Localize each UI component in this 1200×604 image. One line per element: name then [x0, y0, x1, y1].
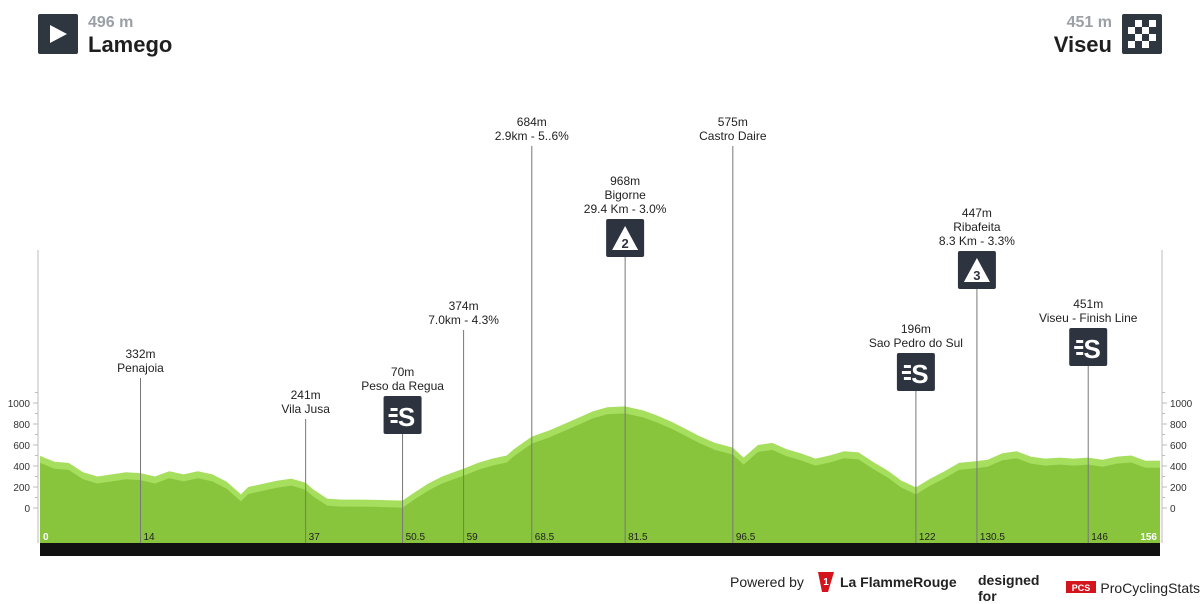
- km-tick-label: 59: [467, 532, 479, 543]
- km-tick-label: 81.5: [628, 532, 648, 543]
- y-tick-label-left: 200: [13, 483, 30, 494]
- finish-altitude: 451 m: [1066, 14, 1112, 31]
- marker-label: 70m: [391, 365, 414, 379]
- y-tick-label-left: 800: [13, 420, 30, 431]
- start-city: Lamego: [88, 32, 173, 57]
- flamme-rouge-logo-icon: 1: [817, 572, 834, 592]
- marker-label: 29.4 Km - 3.0%: [584, 202, 667, 216]
- y-tick-label-left: 400: [13, 462, 30, 473]
- kom-category-label: 2: [622, 236, 629, 251]
- start-altitude: 496 m: [88, 14, 134, 31]
- finish-header: 451 m Viseu: [1054, 14, 1162, 58]
- km-tick-label: 14: [144, 532, 156, 543]
- marker-label: 374m: [449, 299, 479, 313]
- marker-label: 196m: [901, 322, 931, 336]
- y-tick-label-right: 1000: [1170, 399, 1193, 410]
- svg-text:S: S: [911, 359, 928, 389]
- marker-label: 332m: [125, 347, 155, 361]
- svg-text:S: S: [398, 402, 415, 432]
- start-flag-icon: [38, 14, 78, 54]
- y-tick-label-right: 0: [1170, 504, 1176, 515]
- distance-bar: [40, 543, 1160, 556]
- svg-text:1: 1: [823, 577, 829, 588]
- marker-label: 7.0km - 4.3%: [428, 313, 499, 327]
- km-tick-label: 68.5: [535, 532, 555, 543]
- sprint-icon: S: [896, 353, 935, 391]
- sprint-icon: S: [383, 396, 422, 434]
- marker-label: 241m: [291, 388, 321, 402]
- kom-cat3-icon: 3: [957, 251, 996, 289]
- marker-label: 575m: [718, 115, 748, 129]
- marker-label: 447m: [962, 206, 992, 220]
- marker-label: Sao Pedro do Sul: [869, 336, 963, 350]
- svg-text:S: S: [1084, 334, 1101, 364]
- marker-label: 2.9km - 5..6%: [495, 129, 569, 143]
- powered-by: Powered by 1 La FlammeRouge: [730, 572, 957, 592]
- profile-area: [40, 413, 1160, 543]
- marker-label: 968m: [610, 174, 640, 188]
- marker-label: Bigorne: [604, 188, 646, 202]
- km-tick-label: 130.5: [980, 532, 1005, 543]
- km-tick-label: 146: [1091, 532, 1108, 543]
- y-tick-label-left: 1000: [8, 399, 31, 410]
- sprint-icon: S: [1069, 328, 1108, 366]
- marker-label: Peso da Regua: [361, 379, 444, 393]
- kom-category-label: 3: [973, 268, 980, 283]
- marker-label: Viseu - Finish Line: [1039, 311, 1138, 325]
- y-tick-label-left: 0: [24, 504, 30, 515]
- finish-city: Viseu: [1053, 32, 1112, 57]
- y-tick-label-right: 800: [1170, 420, 1187, 431]
- km-tick-label: 37: [309, 532, 321, 543]
- kom-cat2-icon: 2: [606, 219, 645, 257]
- km-tick-label: 96.5: [736, 532, 756, 543]
- y-tick-label-right: 200: [1170, 483, 1187, 494]
- km-tick-label: 156: [1140, 532, 1157, 543]
- pcs-logo-icon: PCS: [1066, 580, 1097, 596]
- y-tick-label-left: 600: [13, 441, 30, 452]
- marker-label: 8.3 Km - 3.3%: [939, 234, 1015, 248]
- marker-label: Ribafeita: [953, 220, 1001, 234]
- designed-for-text: designed for: [978, 572, 1040, 604]
- km-tick-label: 0: [43, 532, 49, 543]
- marker-label: 451m: [1073, 297, 1103, 311]
- designed-for: designed for PCS ProCyclingStats: [978, 572, 1200, 604]
- start-header: 496 m Lamego: [38, 14, 172, 58]
- marker-label: Castro Daire: [699, 129, 767, 143]
- brand-flamme-rouge: La FlammeRouge: [839, 574, 957, 590]
- marker-label: Vila Jusa: [281, 402, 330, 416]
- km-tick-label: 50.5: [406, 532, 426, 543]
- marker-label: Penajoia: [117, 361, 164, 375]
- y-tick-label-right: 600: [1170, 441, 1187, 452]
- brand-procyclingstats: ProCyclingStats: [1100, 580, 1200, 596]
- svg-text:PCS: PCS: [1072, 583, 1091, 593]
- finish-flag-icon: [1122, 14, 1162, 54]
- powered-by-text: Powered by: [730, 574, 804, 590]
- km-tick-label: 122: [919, 532, 936, 543]
- marker-label: 684m: [517, 115, 547, 129]
- y-tick-label-right: 400: [1170, 462, 1187, 473]
